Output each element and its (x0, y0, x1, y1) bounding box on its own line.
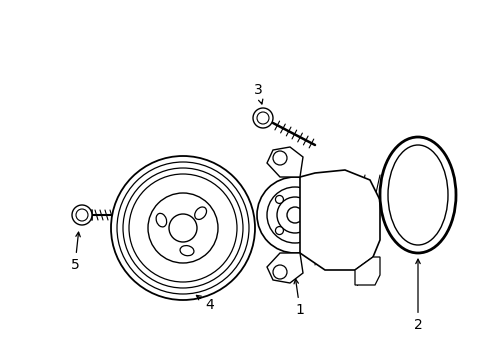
Circle shape (286, 207, 303, 223)
Polygon shape (354, 257, 379, 285)
Ellipse shape (194, 207, 206, 220)
Circle shape (275, 195, 283, 203)
Ellipse shape (387, 145, 447, 245)
Circle shape (169, 214, 197, 242)
Circle shape (76, 209, 88, 221)
Polygon shape (266, 253, 303, 283)
Ellipse shape (156, 213, 166, 227)
Circle shape (252, 108, 272, 128)
Circle shape (275, 226, 283, 235)
Circle shape (272, 265, 286, 279)
Circle shape (306, 226, 314, 235)
Circle shape (272, 151, 286, 165)
Text: 2: 2 (413, 259, 422, 332)
Circle shape (129, 174, 237, 282)
Polygon shape (266, 147, 303, 177)
Circle shape (266, 187, 323, 243)
Text: 5: 5 (70, 232, 80, 272)
Text: 1: 1 (293, 279, 304, 317)
Circle shape (123, 168, 243, 288)
Circle shape (257, 112, 268, 124)
Text: 3: 3 (253, 83, 262, 104)
Text: 4: 4 (196, 296, 214, 312)
Circle shape (148, 193, 218, 263)
Ellipse shape (180, 246, 194, 256)
Circle shape (306, 195, 314, 203)
Circle shape (257, 177, 332, 253)
Ellipse shape (379, 137, 455, 253)
Circle shape (72, 205, 92, 225)
Polygon shape (299, 170, 379, 270)
Circle shape (276, 197, 312, 233)
Circle shape (111, 156, 254, 300)
Circle shape (117, 162, 248, 294)
